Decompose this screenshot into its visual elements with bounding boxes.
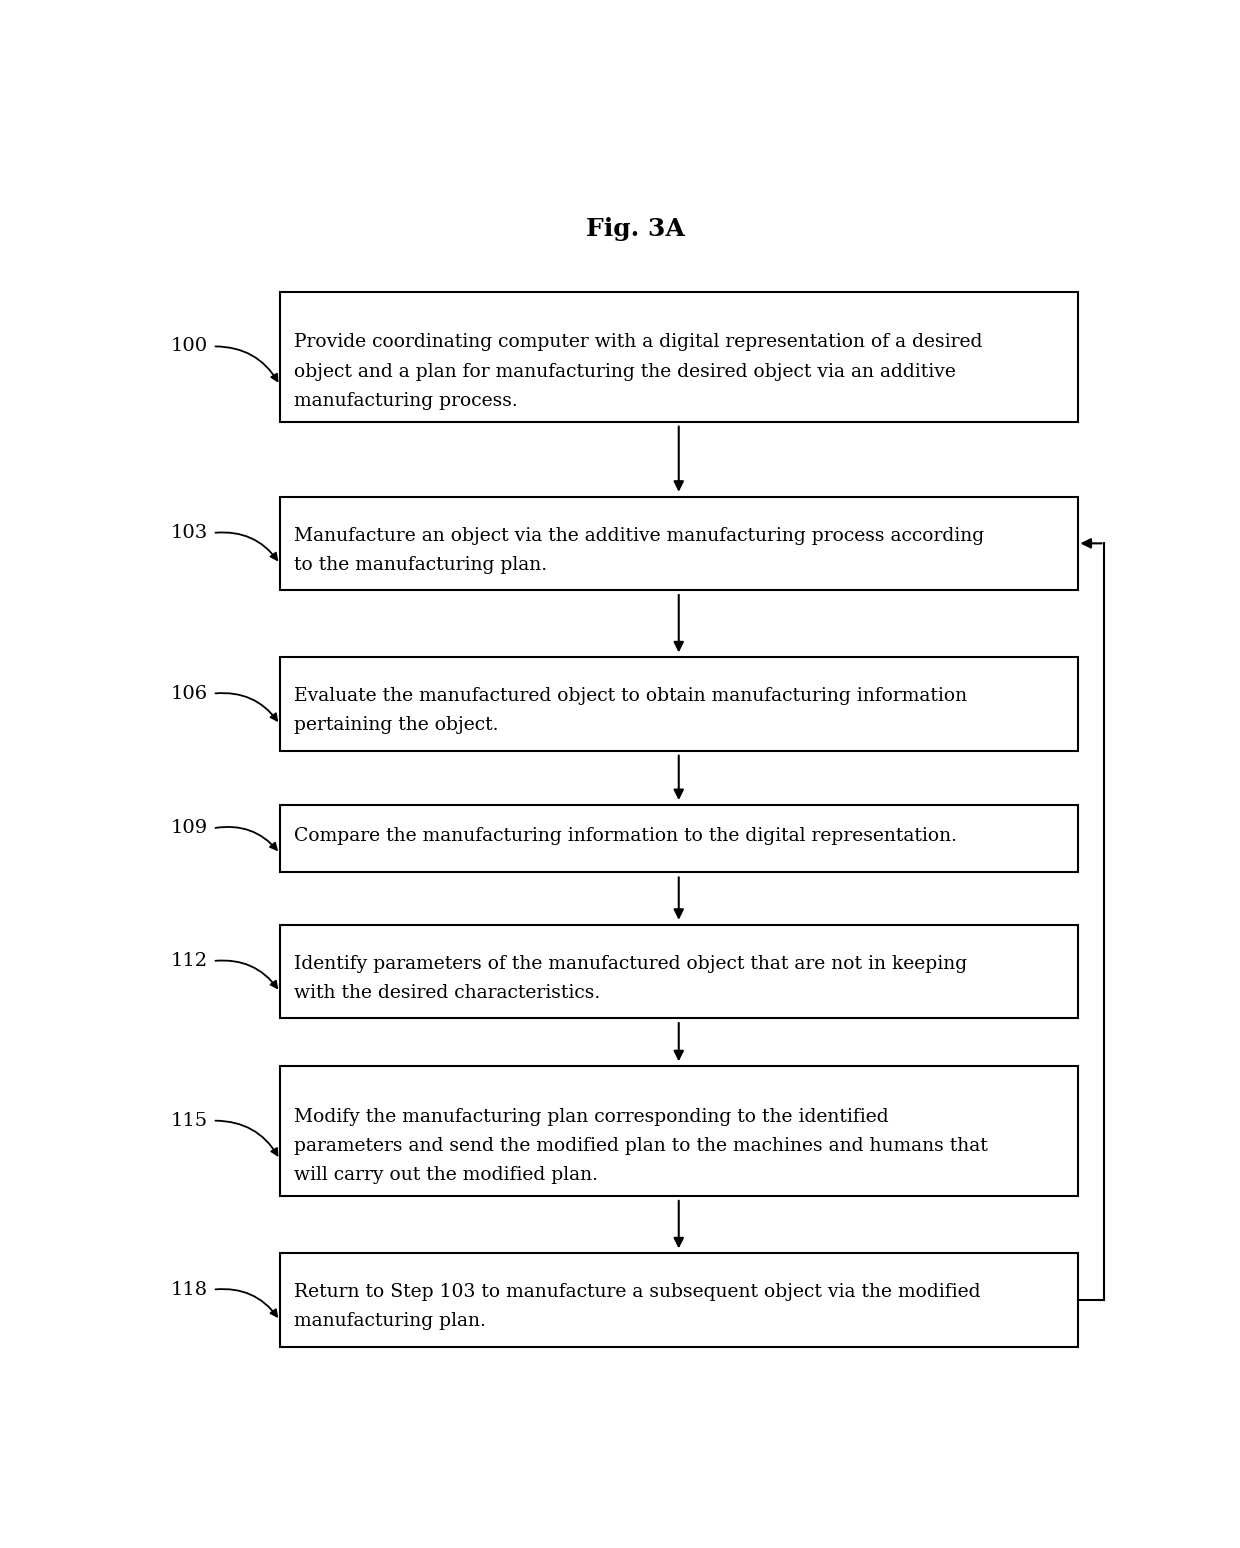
Text: Fig. 3A: Fig. 3A xyxy=(587,217,684,241)
Bar xyxy=(280,1254,1078,1347)
Text: 103: 103 xyxy=(171,523,208,542)
Bar xyxy=(280,658,1078,751)
Bar xyxy=(280,497,1078,590)
Text: Provide coordinating computer with a digital representation of a desired
object : Provide coordinating computer with a dig… xyxy=(294,333,983,410)
Text: Modify the manufacturing plan corresponding to the identified
parameters and sen: Modify the manufacturing plan correspond… xyxy=(294,1108,988,1184)
Bar xyxy=(280,805,1078,873)
Text: Return to Step 103 to manufacture a subsequent object via the modified
manufactu: Return to Step 103 to manufacture a subs… xyxy=(294,1283,981,1330)
Text: 109: 109 xyxy=(171,819,208,837)
Text: 106: 106 xyxy=(171,684,208,703)
Text: Compare the manufacturing information to the digital representation.: Compare the manufacturing information to… xyxy=(294,827,957,845)
Text: Manufacture an object via the additive manufacturing process according
to the ma: Manufacture an object via the additive m… xyxy=(294,526,985,574)
Bar xyxy=(280,924,1078,1019)
Text: 115: 115 xyxy=(171,1111,208,1130)
Text: 118: 118 xyxy=(171,1280,208,1299)
Text: Identify parameters of the manufactured object that are not in keeping
with the : Identify parameters of the manufactured … xyxy=(294,955,967,1002)
Text: 100: 100 xyxy=(171,337,208,356)
Text: Evaluate the manufactured object to obtain manufacturing information
pertaining : Evaluate the manufactured object to obta… xyxy=(294,687,967,734)
Bar xyxy=(280,1067,1078,1195)
Text: 112: 112 xyxy=(171,952,208,971)
Bar xyxy=(280,293,1078,421)
